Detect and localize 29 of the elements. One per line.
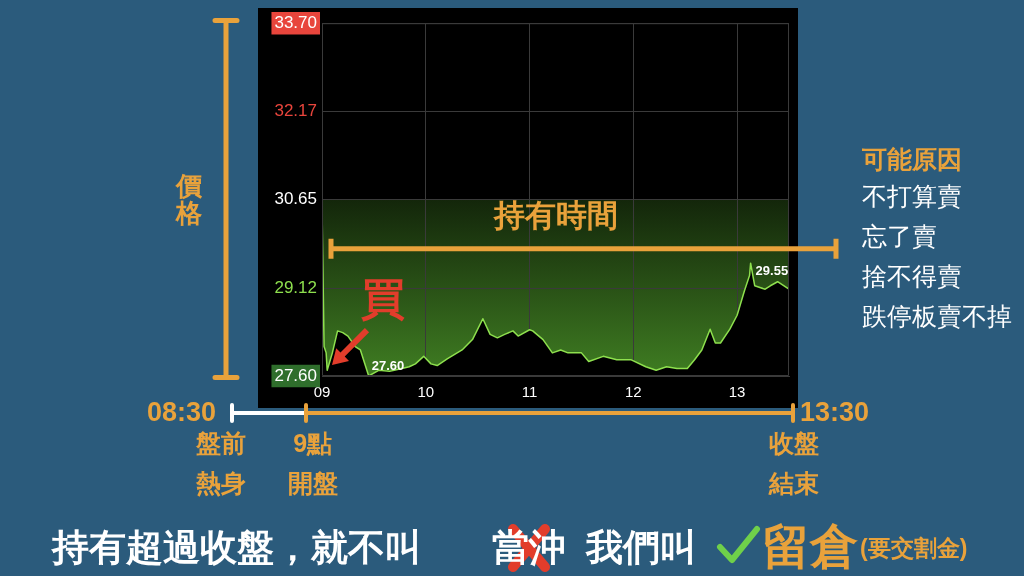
ref-line-label: 持有時間 <box>492 198 618 234</box>
text: 持有超過收盤，就不叫 <box>52 527 422 570</box>
y-axis-title: 價格 <box>175 171 203 229</box>
y-tick-label: 27.60 <box>274 365 317 385</box>
text: 08:30 <box>147 397 217 429</box>
y-tick-label: 29.12 <box>274 277 317 297</box>
x-tick-label: 12 <box>624 383 642 401</box>
text: 留倉 <box>762 519 858 575</box>
annotation: 27.60 <box>371 358 405 374</box>
x-tick-label: 09 <box>313 383 331 401</box>
text: 不打算賣 <box>862 182 962 211</box>
x-tick-label: 10 <box>417 383 435 401</box>
text: 可能原因 <box>862 145 962 174</box>
annotation: 29.55 <box>755 262 789 278</box>
y-tick-label: 32.17 <box>274 101 317 121</box>
text: 我們叫 <box>586 527 697 570</box>
text: (要交割金) <box>860 535 968 562</box>
y-tick-label: 30.65 <box>274 189 317 209</box>
text: 捨不得賣 <box>862 262 962 291</box>
text: 收盤結束 <box>768 429 819 497</box>
text: 忘了賣 <box>862 222 937 251</box>
text: 13:30 <box>800 397 870 429</box>
text: 跌停板賣不掉 <box>862 302 1012 331</box>
y-tick-label: 33.70 <box>274 12 317 32</box>
annotation: 買 <box>361 274 406 324</box>
text: 盤前熱身 <box>195 429 246 497</box>
text: 9點開盤 <box>287 428 339 499</box>
x-tick-label: 13 <box>728 383 746 401</box>
x-tick-label: 11 <box>521 383 538 401</box>
